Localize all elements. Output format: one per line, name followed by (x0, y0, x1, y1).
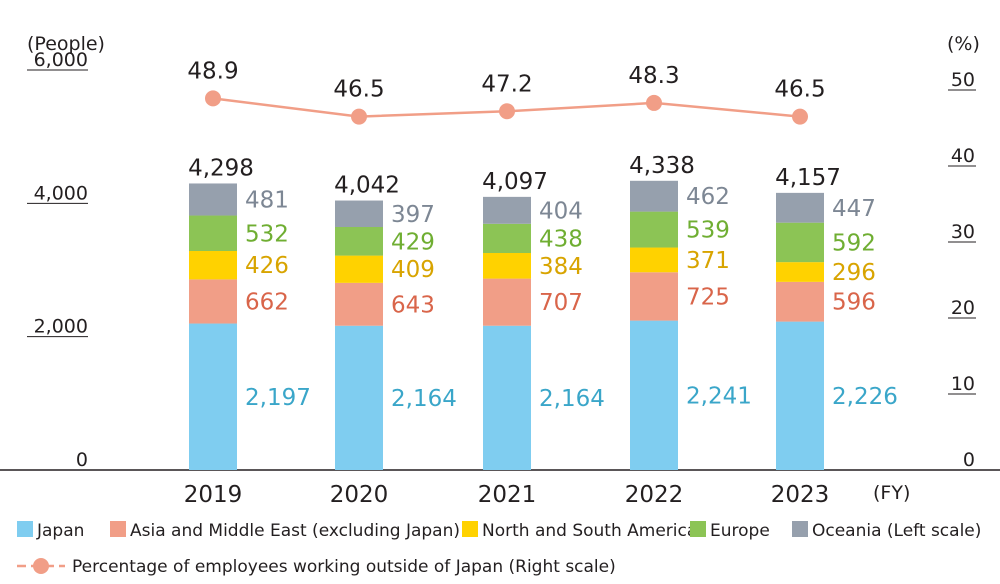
bar-value-label: 532 (245, 221, 289, 247)
percentage-point (351, 108, 367, 125)
bar-value-label: 2,226 (832, 384, 898, 410)
bar-segment (630, 320, 678, 470)
legend-swatch (690, 521, 706, 537)
legend-line-marker (33, 558, 49, 574)
bar-value-label: 2,164 (391, 386, 457, 412)
left-axis-unit: (People) (27, 33, 105, 55)
percentage-label: 46.5 (774, 77, 825, 103)
bar-value-label: 707 (539, 290, 583, 316)
percentage-label: 48.3 (628, 63, 679, 89)
bar-value-label: 438 (539, 226, 583, 252)
bar-total-label: 4,097 (482, 169, 548, 195)
bar-segment (776, 281, 824, 322)
bar-value-label: 2,164 (539, 386, 605, 412)
x-tick-label: 2019 (184, 482, 243, 508)
bar-total-label: 4,338 (629, 153, 695, 179)
right-tick-label: 30 (951, 221, 975, 243)
bar-value-label: 409 (391, 257, 435, 283)
bar-segment (189, 183, 237, 216)
bar-segment (630, 272, 678, 321)
bar-segment (630, 211, 678, 248)
bar-value-label: 539 (686, 218, 730, 244)
bar-segment (776, 321, 824, 470)
bar-segment (483, 325, 531, 470)
bar-segment (630, 247, 678, 273)
legend-swatch (462, 521, 478, 537)
bar-segment (776, 222, 824, 263)
bar-segment (335, 227, 383, 256)
bar-value-label: 404 (539, 198, 583, 224)
bar-value-label: 643 (391, 292, 435, 318)
x-tick-label: 2020 (330, 482, 389, 508)
bar-segment (776, 192, 824, 223)
right-tick-label: 40 (951, 145, 975, 167)
legend-label: Percentage of employees working outside … (72, 557, 616, 577)
bar-value-label: 725 (686, 284, 730, 310)
left-tick-label: 4,000 (34, 182, 88, 204)
right-tick-label: 50 (951, 69, 975, 91)
bar-value-label: 384 (539, 254, 583, 280)
legend-label: Oceania (Left scale) (812, 521, 981, 541)
right-tick-label: 10 (951, 373, 975, 395)
percentage-point (646, 94, 662, 111)
bar-segment (483, 223, 531, 253)
bar-segment (335, 282, 383, 326)
legend-label: North and South America (482, 521, 697, 541)
bar-total-label: 4,157 (775, 165, 841, 191)
legend-swatch (110, 521, 126, 537)
right-tick-label: 0 (963, 449, 975, 471)
legend-label: Europe (710, 521, 770, 541)
right-tick-label: 20 (951, 297, 975, 319)
bar-value-label: 596 (832, 290, 876, 316)
left-tick-label: 0 (76, 449, 88, 471)
bar-value-label: 481 (245, 188, 289, 214)
percentage-point (205, 90, 221, 107)
x-tick-label: 2022 (625, 482, 684, 508)
percentage-label: 46.5 (333, 77, 384, 103)
bar-segment (189, 215, 237, 251)
bar-segment (189, 323, 237, 470)
bar-segment (335, 325, 383, 470)
legend-label: Asia and Middle East (excluding Japan) (130, 521, 460, 541)
bar-value-label: 371 (686, 248, 730, 274)
legend-swatch (792, 521, 808, 537)
bar-value-label: 426 (245, 253, 289, 279)
percentage-label: 47.2 (481, 71, 532, 97)
bar-value-label: 2,241 (686, 383, 752, 409)
percentage-point (792, 108, 808, 125)
left-tick-label: 2,000 (34, 316, 88, 338)
percentage-point (499, 103, 515, 120)
bar-segment (483, 253, 531, 279)
legend-swatch (17, 521, 33, 537)
bar-segment (335, 200, 383, 227)
bar-value-label: 592 (832, 230, 876, 256)
right-axis-unit: (%) (947, 33, 980, 55)
x-tick-label: 2021 (478, 482, 537, 508)
bar-total-label: 4,042 (334, 173, 400, 199)
bar-value-label: 2,197 (245, 385, 311, 411)
bar-segment (630, 180, 678, 212)
bar-value-label: 447 (832, 196, 876, 222)
bar-value-label: 429 (391, 229, 435, 255)
percentage-label: 48.9 (187, 58, 238, 84)
bar-value-label: 296 (832, 260, 876, 286)
bar-value-label: 462 (686, 184, 730, 210)
bar-segment (483, 196, 531, 224)
bar-total-label: 4,298 (188, 155, 254, 181)
bar-segment (776, 262, 824, 282)
bar-segment (483, 278, 531, 326)
bar-segment (189, 279, 237, 324)
x-axis-unit: (FY) (873, 482, 910, 504)
legend-label: Japan (36, 521, 84, 541)
bar-value-label: 397 (391, 202, 435, 228)
left-tick-label: 6,000 (34, 49, 88, 71)
bar-value-label: 662 (245, 289, 289, 315)
x-tick-label: 2023 (771, 482, 830, 508)
bar-segment (335, 255, 383, 283)
bar-segment (189, 251, 237, 280)
